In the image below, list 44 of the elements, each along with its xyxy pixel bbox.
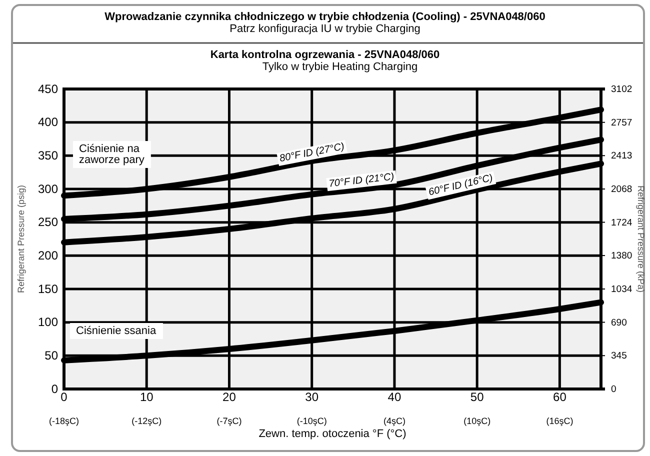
text: (-7şC) [216, 416, 242, 426]
chart-subtitle: Tylko w trybie Heating Charging [262, 61, 418, 73]
text: (16şC) [546, 416, 574, 426]
y-tick-label: 200 [38, 248, 58, 263]
text: 60°F ID (16°C) [428, 172, 494, 198]
text: Patrz konfiguracja IU w trybie Charging [230, 23, 420, 35]
y-tick-label: 250 [38, 215, 58, 230]
y2-tick-label: 2068 [611, 184, 632, 196]
y-axis-title: Refrigerant Pressure (psig) [16, 184, 26, 294]
y2-tick-label: 2757 [611, 117, 632, 128]
annotation: Ciśnienie ssania [76, 325, 157, 337]
y2-tick-label: 2413 [611, 150, 632, 162]
y-tick-label: 50 [44, 348, 58, 363]
text: Wprowadzanie czynnika chłodniczego w trybie chłodzenia (Cooling) - 25VNA048/060 [104, 11, 546, 23]
text: (-12şC) [132, 416, 162, 426]
y-tick-label: 350 [38, 148, 58, 163]
text: (10şC) [464, 416, 491, 426]
y-tick-label: 450 [38, 82, 58, 96]
text: 70°F ID (21°C) [328, 172, 395, 190]
x-axis-title: Zewn. temp. otoczenia °F (°C) [258, 428, 406, 440]
text: (-10şC) [296, 416, 327, 426]
y-tick-label: 150 [38, 282, 58, 296]
text: 80°F ID (27°C) [278, 141, 346, 165]
y2-tick-label: 1724 [611, 217, 632, 228]
x-tick-label: 0 [60, 390, 68, 404]
x-tick-label: 60 [553, 390, 567, 404]
x-tick-label: 20 [222, 390, 236, 404]
text: (4şC) [383, 416, 406, 426]
y-tick-label: 400 [38, 115, 58, 130]
y-tick-label: 300 [38, 182, 58, 196]
y2-tick-label: 690 [611, 317, 627, 328]
x-tick-label: 40 [388, 390, 402, 404]
y-tick-label: 100 [38, 315, 58, 330]
text: (-18şC) [48, 416, 80, 426]
chart-title: Karta kontrolna ogrzewania - 25VNA048/060 [210, 49, 440, 61]
y2-axis-title: Refrigerant Pressure (kPa) [636, 185, 646, 293]
y2-tick-label: 345 [611, 350, 627, 362]
annotation: Ciśnienie na zaworze pary [79, 143, 145, 166]
y2-tick-label: 1380 [611, 250, 632, 262]
x-tick-label: 30 [305, 390, 319, 404]
x-tick-label: 50 [470, 390, 484, 404]
y2-tick-label: 1034 [611, 284, 632, 296]
x-tick-label: 10 [140, 390, 154, 404]
y2-tick-label: 3102 [611, 84, 632, 96]
